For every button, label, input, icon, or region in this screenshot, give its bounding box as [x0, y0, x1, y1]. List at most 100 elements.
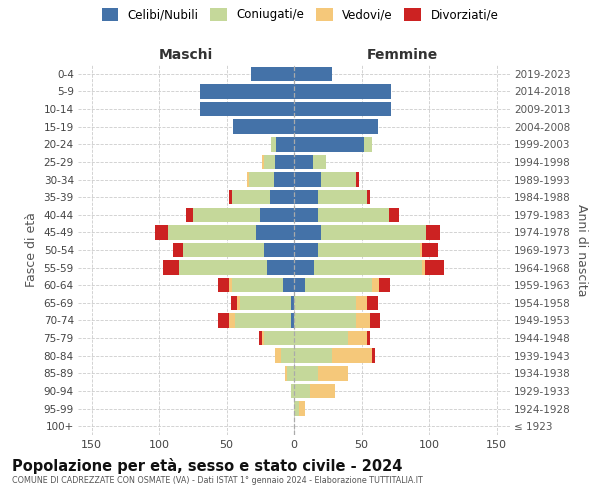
Bar [319, 366, 348, 380]
Bar [314, 260, 422, 275]
Bar [313, 154, 326, 169]
Bar [218, 278, 229, 292]
Bar [232, 278, 283, 292]
Bar [240, 296, 292, 310]
Bar [193, 208, 260, 222]
Bar [184, 243, 265, 257]
Bar [356, 172, 359, 186]
Bar [310, 384, 335, 398]
Bar [247, 172, 250, 186]
Bar [265, 154, 275, 169]
Bar [256, 225, 294, 240]
Bar [294, 172, 321, 186]
Bar [356, 296, 367, 310]
Bar [275, 348, 281, 363]
Bar [294, 66, 332, 81]
Bar [232, 190, 270, 204]
Bar [229, 314, 235, 328]
Bar [294, 366, 319, 380]
Bar [275, 154, 294, 169]
Bar [321, 172, 356, 186]
Bar [199, 84, 294, 98]
Bar [294, 84, 391, 98]
Bar [287, 366, 294, 380]
Bar [283, 278, 294, 292]
Bar [294, 208, 319, 222]
Bar [294, 402, 299, 416]
Bar [294, 348, 332, 363]
Y-axis label: Anni di nascita: Anni di nascita [575, 204, 587, 296]
Bar [238, 296, 240, 310]
Bar [389, 208, 400, 222]
Bar [294, 137, 364, 152]
Bar [319, 208, 389, 222]
Bar [281, 348, 294, 363]
Bar [260, 208, 294, 222]
Bar [319, 243, 419, 257]
Bar [332, 348, 372, 363]
Bar [294, 384, 310, 398]
Bar [169, 225, 256, 240]
Bar [367, 331, 370, 345]
Bar [321, 225, 426, 240]
Bar [163, 260, 179, 275]
Bar [294, 225, 321, 240]
Bar [422, 260, 425, 275]
Y-axis label: Fasce di età: Fasce di età [25, 212, 38, 288]
Bar [294, 278, 305, 292]
Bar [277, 137, 294, 152]
Bar [367, 296, 378, 310]
Bar [229, 190, 232, 204]
Bar [259, 331, 262, 345]
Bar [319, 190, 367, 204]
Bar [235, 314, 292, 328]
Bar [251, 66, 294, 81]
Bar [294, 243, 319, 257]
Bar [262, 154, 265, 169]
Bar [419, 243, 422, 257]
Bar [265, 243, 294, 257]
Bar [199, 102, 294, 117]
Legend: Celibi/Nubili, Coniugati/e, Vedovi/e, Divorziati/e: Celibi/Nubili, Coniugati/e, Vedovi/e, Di… [101, 8, 499, 22]
Bar [367, 190, 370, 204]
Bar [305, 278, 372, 292]
Bar [186, 208, 193, 222]
Bar [427, 225, 440, 240]
Bar [250, 172, 274, 186]
Bar [271, 137, 277, 152]
Bar [294, 314, 356, 328]
Bar [274, 172, 294, 186]
Bar [292, 296, 294, 310]
Bar [233, 120, 294, 134]
Bar [294, 102, 391, 117]
Bar [294, 190, 319, 204]
Bar [372, 278, 379, 292]
Bar [155, 225, 169, 240]
Text: COMUNE DI CADREZZATE CON OSMATE (VA) - Dati ISTAT 1° gennaio 2024 - Elaborazione: COMUNE DI CADREZZATE CON OSMATE (VA) - D… [12, 476, 423, 485]
Bar [356, 314, 370, 328]
Bar [218, 314, 229, 328]
Bar [265, 331, 294, 345]
Bar [262, 331, 265, 345]
Bar [294, 120, 378, 134]
Bar [292, 384, 294, 398]
Text: Maschi: Maschi [159, 48, 213, 62]
Text: Popolazione per età, sesso e stato civile - 2024: Popolazione per età, sesso e stato civil… [12, 458, 403, 473]
Bar [270, 190, 294, 204]
Bar [299, 402, 305, 416]
Bar [372, 348, 375, 363]
Bar [364, 137, 373, 152]
Bar [370, 314, 380, 328]
Bar [422, 243, 439, 257]
Bar [179, 260, 267, 275]
Bar [172, 243, 183, 257]
Bar [267, 260, 294, 275]
Bar [230, 296, 238, 310]
Bar [229, 278, 232, 292]
Bar [379, 278, 390, 292]
Bar [294, 260, 314, 275]
Bar [294, 154, 313, 169]
Bar [425, 260, 444, 275]
Bar [284, 366, 287, 380]
Bar [348, 331, 367, 345]
